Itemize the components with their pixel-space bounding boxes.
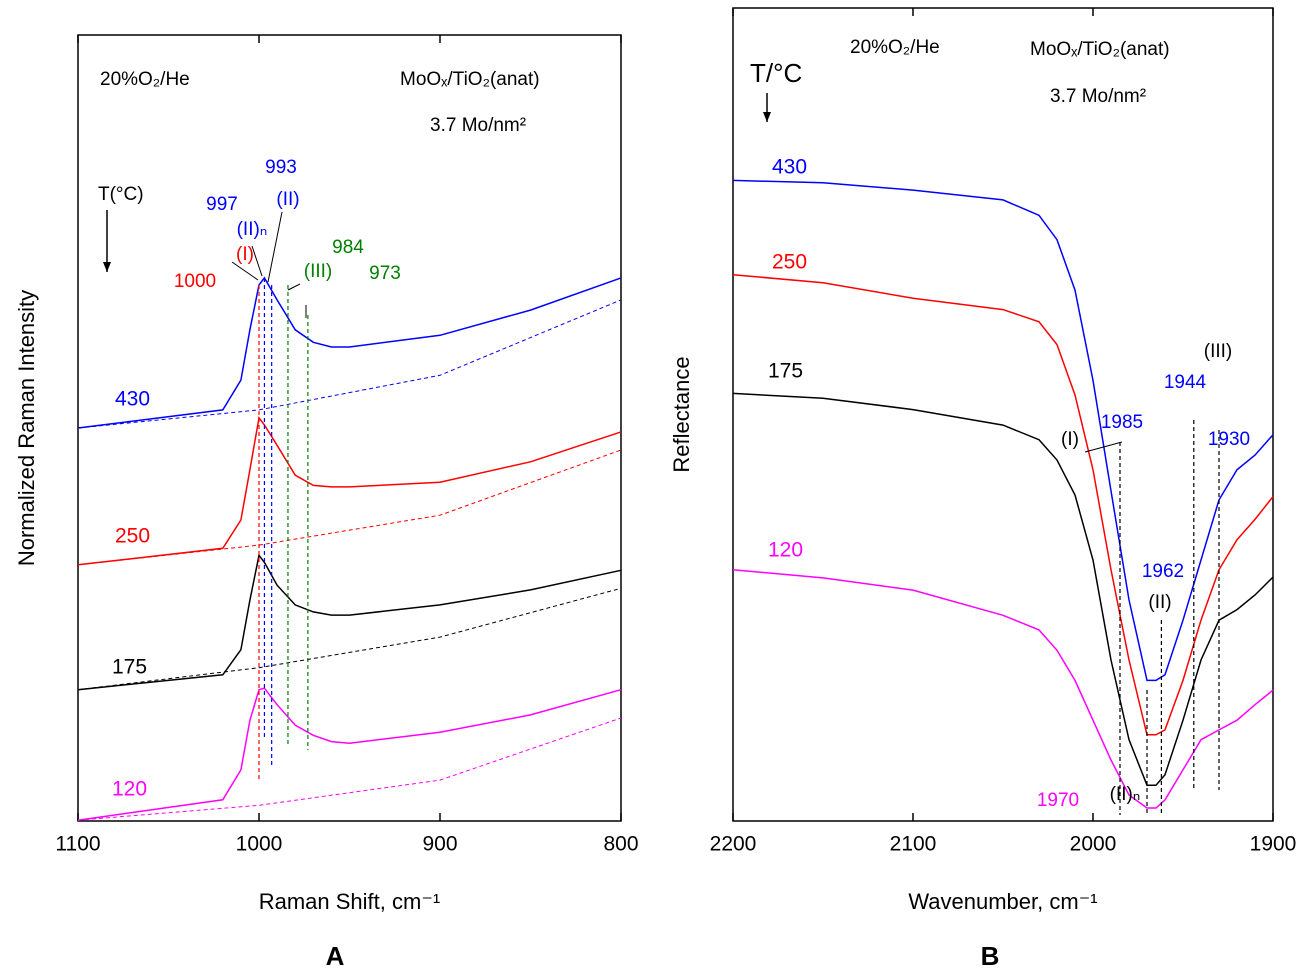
series-label: 250: [772, 251, 807, 274]
annotation: 3.7 Mo/nm²: [430, 115, 526, 136]
panel-letter: B: [981, 941, 1000, 971]
baseline: [77, 449, 622, 566]
peak-position: 1930: [1208, 429, 1250, 450]
peak-position: 1985: [1101, 412, 1143, 433]
arrow-head: [763, 112, 771, 122]
peak-label: (II)ₙ: [1110, 784, 1141, 805]
peak-position: 1962: [1142, 561, 1184, 582]
x-axis-label: Wavenumber, cm⁻¹: [908, 889, 1097, 914]
x-axis-label: Raman Shift, cm⁻¹: [259, 889, 441, 914]
x-tick-label: 900: [422, 833, 457, 856]
peak-position: 1970: [1037, 790, 1079, 811]
annotation: T/°C: [750, 58, 802, 88]
peak-label: (II): [1148, 592, 1171, 613]
plot-frame: [732, 7, 1274, 822]
peak-position: 984: [332, 237, 364, 258]
peak-label: (I): [236, 244, 254, 265]
peak-position: 973: [369, 263, 401, 284]
peak-label: (II)ₙ: [237, 219, 268, 240]
leader: [267, 211, 283, 283]
leader: [287, 283, 301, 291]
x-tick-label: 1100: [55, 833, 100, 856]
annotation: 3.7 Mo/nm²: [1050, 86, 1146, 107]
series-label: 175: [768, 360, 803, 383]
annotation: 20%O₂/He: [850, 37, 940, 58]
y-axis-label: Normalized Raman Intensity: [14, 290, 39, 566]
peak-label: (II): [276, 189, 299, 210]
series-label: 430: [772, 156, 807, 179]
peak-label: (III): [1204, 341, 1233, 362]
peak-label: (III): [304, 261, 333, 282]
x-tick-label: 2000: [1070, 833, 1117, 856]
peak-position: 997: [206, 194, 238, 215]
plot-frame: [77, 34, 622, 822]
spectrum: [732, 179, 1274, 682]
y-axis-label: Reflectance: [669, 356, 694, 472]
series-label: 120: [768, 539, 803, 562]
annotation: MoOₓ/TiO₂(anat): [1030, 39, 1170, 60]
spectrum: [77, 276, 622, 429]
peak-position: 1944: [1164, 372, 1207, 393]
baseline: [77, 587, 622, 691]
series-label: 250: [115, 525, 150, 548]
baseline: [77, 717, 622, 821]
x-tick-label: 2100: [890, 833, 937, 856]
x-tick-label: 1000: [236, 833, 283, 856]
annotation: MoOₓ/TiO₂(anat): [400, 69, 540, 90]
leader: [1084, 441, 1123, 453]
peak-position: 1000: [174, 271, 216, 292]
series-label: 120: [112, 778, 147, 801]
baseline: [77, 299, 622, 429]
x-tick-label: 800: [603, 833, 638, 856]
peak-label: (I): [1061, 429, 1079, 450]
series-label: 175: [112, 656, 147, 679]
annotation: T(°C): [98, 184, 144, 205]
leader: [251, 245, 263, 277]
arrow-head: [103, 262, 111, 272]
panel-letter: A: [326, 941, 345, 971]
x-tick-label: 2200: [710, 833, 757, 856]
annotation: 20%O₂/He: [100, 69, 190, 90]
series-label: 430: [115, 388, 150, 411]
leader: [231, 261, 259, 281]
peak-position: 993: [265, 157, 297, 178]
spectrum: [77, 553, 622, 691]
spectrum: [77, 687, 622, 821]
spectrum: [77, 415, 622, 566]
spectrum: [732, 569, 1274, 809]
spectrum: [732, 273, 1274, 736]
x-tick-label: 1900: [1250, 833, 1297, 856]
